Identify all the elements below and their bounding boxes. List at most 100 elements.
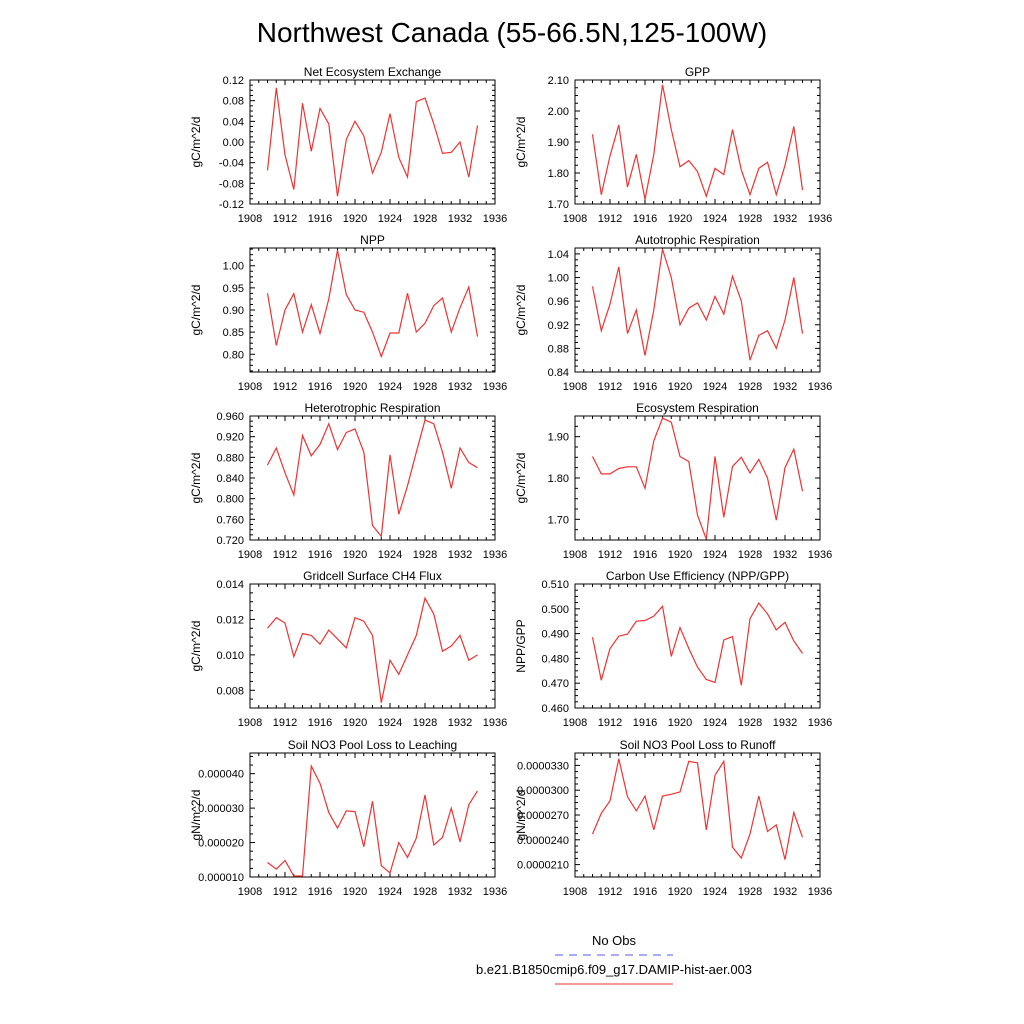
x-tick-label: 1912 — [273, 717, 297, 729]
x-tick-label: 1916 — [308, 381, 332, 393]
x-tick-label: 1916 — [633, 213, 657, 225]
x-tick-label: 1932 — [773, 549, 797, 561]
x-tick-label: 1920 — [668, 717, 692, 729]
x-tick-label: 1912 — [598, 549, 622, 561]
panel-1: Net Ecosystem Exchange gC/m^2/d 1908 1912 19… — [189, 65, 507, 225]
figure-title: Northwest Canada (55-66.5N,125-100W) — [257, 17, 767, 48]
y-tick-label: 0.12 — [223, 75, 244, 87]
x-tick-label: 1916 — [308, 717, 332, 729]
y-axis-label: gC/m^2/d — [189, 453, 203, 504]
series-line — [267, 763, 479, 877]
x-tick-label: 1916 — [308, 886, 332, 898]
x-tick-label: 1932 — [773, 381, 797, 393]
x-tick-label: 1916 — [633, 381, 657, 393]
x-tick-label: 1912 — [273, 213, 297, 225]
x-tick-label: 1908 — [238, 381, 262, 393]
series-line — [591, 84, 804, 200]
y-tick-label: 0.490 — [541, 629, 569, 641]
y-tick-label: 0.80 — [223, 349, 244, 361]
y-tick-label: 1.00 — [548, 273, 569, 285]
plot-frame — [249, 79, 496, 205]
x-tick-label: 1924 — [703, 549, 727, 561]
x-tick-label: 1928 — [738, 213, 762, 225]
y-tick-label: 1.80 — [548, 473, 569, 485]
x-tick-label: 1920 — [668, 549, 692, 561]
x-tick-label: 1920 — [343, 717, 367, 729]
x-tick-label: 1912 — [598, 717, 622, 729]
x-tick-label: 1936 — [483, 549, 507, 561]
x-tick-label: 1924 — [378, 886, 402, 898]
x-tick-label: 1932 — [448, 717, 472, 729]
y-tick-label: 0.0000300 — [517, 785, 569, 797]
y-tick-label: 0.760 — [216, 514, 244, 526]
x-tick-label: 1936 — [808, 381, 832, 393]
series-line — [266, 419, 478, 538]
panels-group: Net Ecosystem Exchange gC/m^2/d 1908 1912 19… — [189, 65, 832, 898]
y-tick-label: 0.500 — [541, 604, 569, 616]
panel-title: Soil NO3 Pool Loss to Leaching — [288, 738, 457, 752]
y-axis-label: gC/m^2/d — [514, 285, 528, 336]
y-tick-label: 0.000010 — [198, 872, 244, 884]
x-tick-label: 1928 — [413, 213, 437, 225]
x-tick-label: 1928 — [738, 381, 762, 393]
y-tick-label: 1.70 — [548, 514, 569, 526]
x-tick-label: 1908 — [563, 213, 587, 225]
panel-title: Ecosystem Respiration — [636, 401, 759, 415]
x-tick-label: 1936 — [483, 213, 507, 225]
series-line — [591, 758, 804, 860]
x-tick-label: 1928 — [738, 717, 762, 729]
series-line — [591, 249, 804, 361]
x-tick-label: 1932 — [448, 886, 472, 898]
y-tick-label: 0.840 — [216, 473, 244, 485]
y-tick-label: 0.720 — [216, 535, 244, 547]
x-tick-label: 1912 — [273, 381, 297, 393]
y-tick-label: 0.460 — [541, 703, 569, 715]
panel-8: Carbon Use Efficiency (NPP/GPP) NPP/GPP 19… — [514, 569, 832, 729]
y-tick-label: 0.000020 — [198, 838, 244, 850]
x-tick-label: 1920 — [343, 886, 367, 898]
x-tick-label: 1916 — [633, 717, 657, 729]
x-tick-label: 1908 — [563, 381, 587, 393]
y-axis-label: NPP/GPP — [514, 619, 528, 672]
x-tick-label: 1920 — [343, 381, 367, 393]
series-line — [266, 250, 479, 359]
x-tick-label: 1908 — [563, 549, 587, 561]
y-tick-label: 1.00 — [223, 261, 244, 273]
x-tick-label: 1932 — [773, 717, 797, 729]
x-tick-label: 1916 — [633, 886, 657, 898]
panel-title: Heterotrophic Respiration — [304, 401, 440, 415]
y-tick-label: 2.10 — [548, 75, 569, 87]
x-tick-label: 1924 — [703, 213, 727, 225]
y-tick-label: 0.90 — [223, 305, 244, 317]
y-tick-label: 0.0000270 — [517, 810, 569, 822]
y-axis-label: gN/m^2/d — [514, 790, 528, 841]
y-tick-label: 0.96 — [548, 296, 569, 308]
x-tick-label: 1936 — [808, 549, 832, 561]
x-tick-label: 1928 — [413, 717, 437, 729]
y-tick-label: 0.880 — [216, 452, 244, 464]
series-line — [591, 602, 803, 686]
panel-7: Gridcell Surface CH4 Flux gC/m^2/d 1908 191… — [189, 569, 507, 729]
x-tick-label: 1928 — [413, 381, 437, 393]
x-tick-label: 1924 — [703, 886, 727, 898]
x-tick-label: 1924 — [378, 213, 402, 225]
x-tick-label: 1924 — [703, 381, 727, 393]
x-tick-label: 1936 — [808, 213, 832, 225]
y-tick-label: -0.04 — [219, 158, 244, 170]
x-tick-label: 1908 — [563, 717, 587, 729]
y-tick-label: 0.014 — [216, 579, 244, 591]
x-tick-label: 1936 — [483, 886, 507, 898]
x-tick-label: 1932 — [448, 381, 472, 393]
y-tick-label: 0.85 — [223, 327, 244, 339]
x-tick-label: 1932 — [448, 213, 472, 225]
x-tick-label: 1916 — [308, 213, 332, 225]
x-tick-label: 1908 — [238, 717, 262, 729]
x-tick-label: 1916 — [308, 549, 332, 561]
x-tick-label: 1936 — [808, 717, 832, 729]
plot-frame — [249, 247, 496, 373]
x-tick-label: 1928 — [738, 549, 762, 561]
plot-frame — [249, 583, 496, 709]
y-tick-label: 1.70 — [548, 199, 569, 211]
x-tick-label: 1924 — [378, 381, 402, 393]
